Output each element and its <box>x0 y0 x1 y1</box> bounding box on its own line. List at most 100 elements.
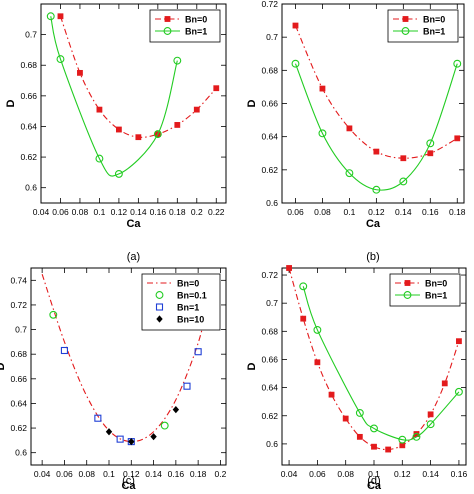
data-point <box>172 405 180 414</box>
panel-caption: (d) <box>367 475 380 487</box>
legend-label: Bn=0 <box>423 15 445 25</box>
x-tick-label: 0.22 <box>208 207 225 217</box>
y-tick-label: 0.7 <box>266 298 278 308</box>
chart-panel-1: 0.04 0.06 0.08 0.1 0.12 0.14 0.16 0.18 0.2 0.22 0.… <box>5 3 227 263</box>
y-tick-label: 0.62 <box>261 165 278 175</box>
x-tick-label: 0.08 <box>314 207 331 217</box>
x-tick-label: 0.18 <box>449 207 466 217</box>
data-point <box>174 122 181 128</box>
series-4 <box>105 405 180 446</box>
legend-label: Bn=0 <box>185 15 207 25</box>
x-tick-label: 0.12 <box>111 207 128 217</box>
y-tick-label: 0.64 <box>261 383 278 393</box>
x-tick-label: 0.1 <box>94 207 106 217</box>
x-tick-label: 0.04 <box>281 469 298 479</box>
legend: Bn=0 Bn=1 <box>149 9 221 43</box>
y-tick-label: 0.64 <box>20 121 37 131</box>
x-tick-label: 0.16 <box>451 469 468 479</box>
y-tick-label: 0.7 <box>25 30 37 40</box>
data-point <box>355 408 364 417</box>
data-point <box>319 85 326 92</box>
data-point <box>150 433 157 441</box>
data-point <box>371 443 377 450</box>
legend-label: Bn=1 <box>177 303 199 313</box>
legend-label: Bn=1 <box>423 27 445 37</box>
x-tick-label: 0.08 <box>78 469 95 479</box>
data-point <box>398 435 407 444</box>
x-tick-label: 0.06 <box>52 207 69 217</box>
chart-panel-2: 0.06 0.08 0.1 0.12 0.14 0.16 0.18 0.6 0.62 0.64 0.… <box>246 0 466 263</box>
data-point <box>286 265 292 271</box>
x-tick-label: 0.14 <box>145 469 162 479</box>
y-tick-label: 0.62 <box>261 411 278 421</box>
x-tick-label: 0.18 <box>190 469 207 479</box>
data-point <box>328 391 335 398</box>
data-point <box>57 13 64 20</box>
legend-box <box>149 9 221 43</box>
y-tick-label: 0.68 <box>20 60 37 70</box>
data-point <box>453 59 462 68</box>
series-1 <box>292 22 461 162</box>
y-tick-label: 0.64 <box>261 132 278 142</box>
data-point <box>160 421 169 430</box>
x-tick-label: 0.1 <box>343 207 355 217</box>
data-point <box>60 346 68 355</box>
y-tick-label: 0.62 <box>10 423 27 433</box>
x-tick-label: 0.1 <box>368 469 380 479</box>
data-point <box>342 415 349 422</box>
y-axis-label: D <box>5 99 17 107</box>
data-point <box>345 169 354 178</box>
y-tick-label: 0.6 <box>266 439 278 449</box>
series-2 <box>291 59 462 194</box>
y-tick-label: 0.6 <box>15 448 27 458</box>
y-tick-label: 0.68 <box>261 65 278 75</box>
y-tick-label: 0.6 <box>266 198 278 208</box>
data-point <box>426 139 435 148</box>
y-tick-label: 0.66 <box>10 374 27 384</box>
x-tick-label: 0.12 <box>368 207 385 217</box>
x-tick-label: 0.2 <box>215 469 227 479</box>
data-point <box>46 12 55 21</box>
data-point <box>370 424 378 433</box>
legend-marker <box>163 27 172 35</box>
data-point <box>373 148 380 155</box>
legend: Bn=0 Bn=1 <box>389 273 461 307</box>
data-point <box>183 382 191 390</box>
chart-panel-3: 0.04 0.06 0.08 0.1 0.12 0.14 0.16 0.18 0.2 0.6 0.6… <box>0 267 227 492</box>
legend-marker <box>164 16 171 22</box>
legend-marker <box>401 27 410 35</box>
data-point <box>77 69 83 76</box>
data-point <box>193 106 200 113</box>
series-2 <box>299 282 463 444</box>
legend-label: Bn=0 <box>177 279 199 289</box>
panel-caption: (a) <box>127 251 140 263</box>
data-point <box>427 150 434 157</box>
data-point <box>399 177 408 186</box>
data-point <box>314 359 321 366</box>
data-point <box>456 338 462 345</box>
y-axis-label: D <box>246 99 258 107</box>
x-axis-label: Ca <box>126 218 141 230</box>
data-point <box>128 438 135 446</box>
data-point <box>313 325 322 334</box>
y-tick-label: 0.6 <box>25 183 37 193</box>
data-point <box>426 420 435 429</box>
y-axis-label: D <box>0 362 7 370</box>
x-tick-label: 0.06 <box>56 469 73 479</box>
data-point <box>454 135 461 142</box>
x-tick-label: 0.18 <box>169 207 186 217</box>
legend-box <box>387 9 459 43</box>
legend-marker <box>402 16 409 22</box>
x-tick-label: 0.1 <box>103 469 115 479</box>
series-line <box>50 16 178 177</box>
series-2 <box>46 12 182 178</box>
legend-marker <box>404 280 411 286</box>
y-tick-label: 0.7 <box>15 325 27 335</box>
chart-panel-4: 0.04 0.06 0.08 0.1 0.12 0.14 0.16 0.6 0.62 0.64 0.… <box>246 265 468 492</box>
data-point <box>291 59 300 68</box>
data-point <box>318 129 327 138</box>
y-tick-label: 0.72 <box>10 300 27 310</box>
legend-label: Bn=1 <box>425 291 447 301</box>
